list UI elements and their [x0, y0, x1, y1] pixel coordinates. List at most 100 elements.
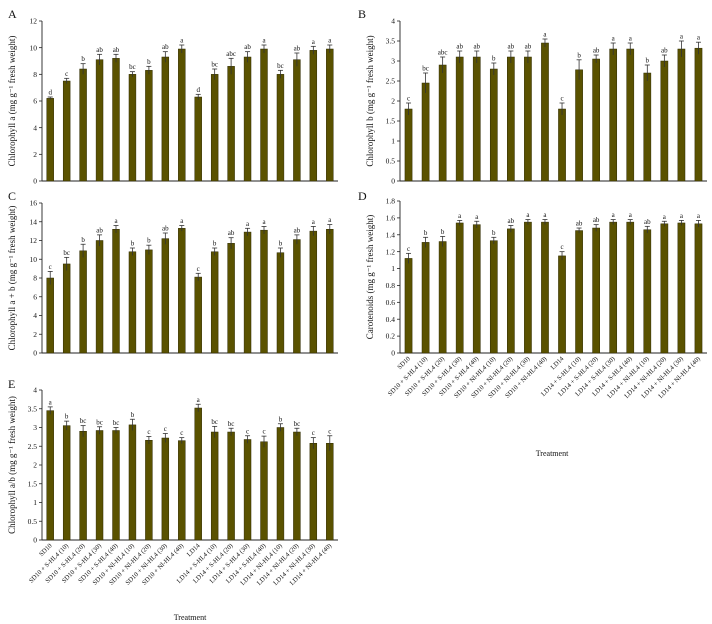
x-axis-title: Treatment — [536, 449, 569, 458]
bar — [276, 252, 285, 354]
significance-label: b — [492, 55, 496, 63]
bar — [79, 250, 87, 354]
significance-label: b — [213, 240, 217, 248]
significance-label: a — [680, 212, 684, 220]
bar — [243, 231, 252, 354]
significance-label: ab — [113, 46, 120, 54]
bar — [178, 228, 186, 354]
significance-label: a — [612, 35, 616, 43]
significance-label: a — [543, 211, 547, 219]
significance-label: c — [246, 427, 249, 435]
significance-label: a — [680, 33, 684, 41]
significance-label: abc — [226, 50, 236, 58]
y-tick-label: 0 — [33, 177, 37, 186]
significance-label: c — [180, 429, 183, 437]
y-tick-label: 2.5 — [28, 442, 38, 451]
significance-label: a — [612, 211, 616, 219]
bar — [660, 60, 669, 182]
bar — [46, 277, 54, 354]
bar — [46, 410, 54, 541]
y-tick-label: 16 — [30, 199, 38, 208]
significance-label: bc — [294, 420, 301, 428]
y-axis-title: Chlorophyll a (mg g⁻¹ fresh weight) — [7, 36, 17, 167]
significance-label: ab — [508, 217, 515, 225]
y-tick-label: 0.2 — [386, 332, 396, 341]
bar — [326, 48, 334, 182]
y-tick-label: 1 — [33, 498, 37, 507]
bar — [626, 48, 635, 182]
y-axis-title: Carotenoids (mg g⁻¹ fresh weight) — [365, 215, 375, 339]
bar — [112, 229, 120, 354]
bar — [145, 249, 153, 354]
significance-label: a — [629, 35, 633, 43]
y-tick-label: 3.5 — [28, 404, 38, 413]
bar — [194, 96, 202, 182]
bar — [128, 74, 137, 182]
bar — [210, 74, 219, 182]
y-tick-label: 2 — [33, 330, 37, 339]
bar — [178, 440, 186, 541]
bar — [194, 407, 202, 541]
significance-label: b — [147, 237, 151, 245]
y-tick-label: 4 — [391, 17, 395, 26]
significance-label: d — [48, 89, 52, 97]
bar — [309, 230, 318, 354]
bar — [694, 223, 703, 354]
significance-label: ab — [456, 43, 463, 51]
significance-label: ab — [576, 220, 583, 228]
significance-label: a — [262, 37, 266, 45]
significance-label: a — [663, 213, 667, 221]
bar — [309, 50, 318, 182]
bar — [95, 240, 104, 354]
y-tick-label: 1.6 — [386, 213, 396, 222]
bar — [227, 243, 235, 354]
significance-label: c — [312, 429, 315, 437]
panel-e: E 0 0.5 1 1.5 2 2.5 3 3.5 4 Chlorophyll a/b (mg g⁻… — [7, 377, 338, 622]
bar — [128, 424, 137, 541]
y-tick-label: 6 — [33, 97, 37, 106]
bar — [541, 42, 549, 182]
y-tick-label: 1 — [391, 137, 395, 146]
bar — [112, 58, 120, 182]
significance-label: b — [577, 51, 581, 59]
bar — [421, 242, 430, 354]
significance-label: ab — [162, 43, 169, 51]
bar — [575, 69, 583, 182]
significance-label: a — [629, 211, 633, 219]
y-tick-label: 8 — [33, 274, 37, 283]
bar — [210, 431, 219, 541]
significance-label: b — [131, 240, 135, 248]
bar — [472, 56, 481, 182]
bar — [660, 223, 669, 354]
y-tick-label: 1.5 — [386, 117, 396, 126]
significance-label: ab — [473, 43, 480, 51]
significance-label: c — [164, 425, 167, 433]
bar — [643, 229, 652, 354]
bar — [524, 56, 532, 182]
significance-label: bc — [211, 418, 218, 426]
significance-label: c — [197, 265, 200, 273]
significance-label: a — [543, 31, 547, 39]
bar — [243, 56, 252, 182]
significance-label: c — [49, 263, 52, 271]
panel-letter: A — [8, 7, 17, 21]
y-tick-label: 2 — [33, 461, 37, 470]
bar — [227, 431, 235, 541]
significance-label: bc — [422, 65, 429, 73]
y-tick-label: 0.5 — [386, 157, 396, 166]
bar — [489, 68, 498, 182]
significance-label: a — [262, 218, 266, 226]
significance-label: c — [560, 243, 563, 251]
bar — [626, 221, 635, 354]
bar — [455, 222, 464, 354]
significance-label: a — [180, 217, 184, 225]
y-tick-label: 4 — [33, 311, 37, 320]
bar — [575, 230, 583, 354]
bar — [326, 443, 334, 541]
bar — [161, 437, 170, 541]
y-tick-label: 3 — [391, 57, 395, 66]
significance-label: bc — [113, 419, 120, 427]
y-tick-label: 4 — [33, 386, 37, 395]
panel-b: B 0 0.5 1 1.5 2 2.5 3 3.5 4 Chlorophyll b (mg g⁻¹ … — [358, 7, 707, 186]
